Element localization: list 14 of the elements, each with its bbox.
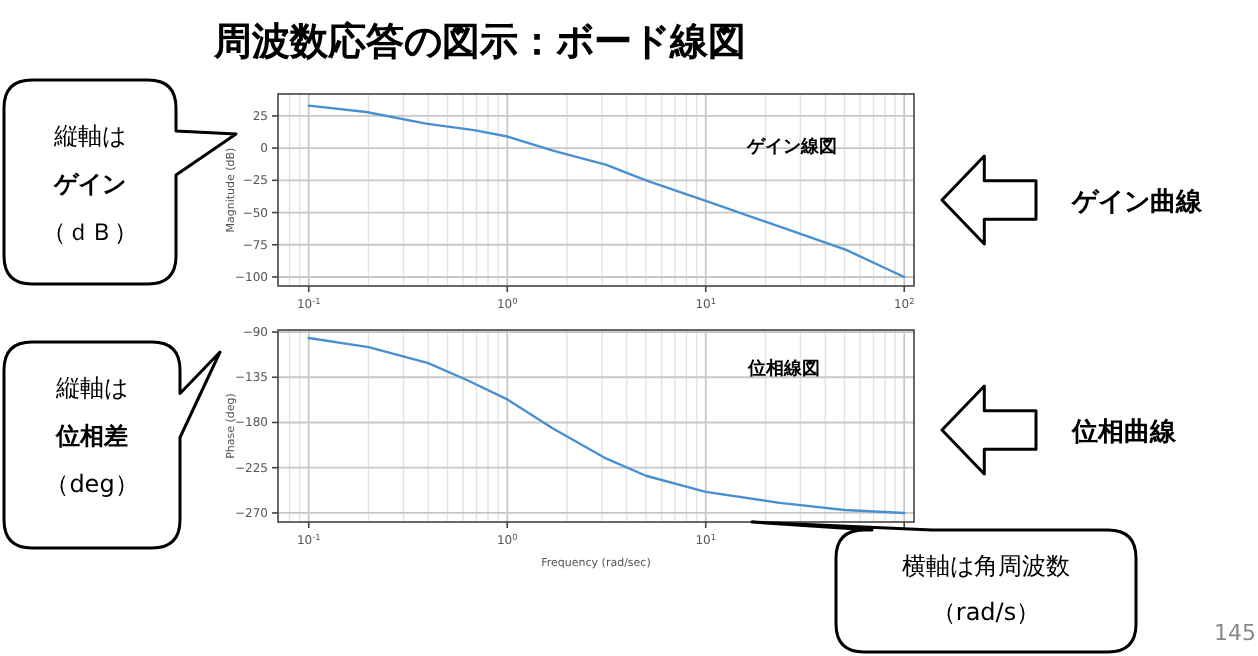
text: （rad/s） bbox=[931, 598, 1041, 626]
text: ゲイン bbox=[52, 170, 126, 198]
text: 145 bbox=[1214, 620, 1256, 646]
text: 縦軸は bbox=[54, 374, 128, 402]
text: ゲイン曲線 bbox=[1070, 188, 1204, 218]
chart-title: 周波数応答の図示：ボード線図 bbox=[212, 20, 746, 64]
text: （ｄＢ） bbox=[42, 218, 138, 246]
text: 横軸は角周波数 bbox=[902, 552, 1070, 580]
text: 縦軸は bbox=[52, 122, 126, 150]
text: （deg） bbox=[45, 470, 139, 498]
text: 位相曲線 bbox=[1070, 418, 1178, 448]
annotation: 位相線図 bbox=[746, 358, 820, 380]
text: 位相差 bbox=[54, 422, 128, 450]
annotation: ゲイン線図 bbox=[745, 136, 837, 158]
